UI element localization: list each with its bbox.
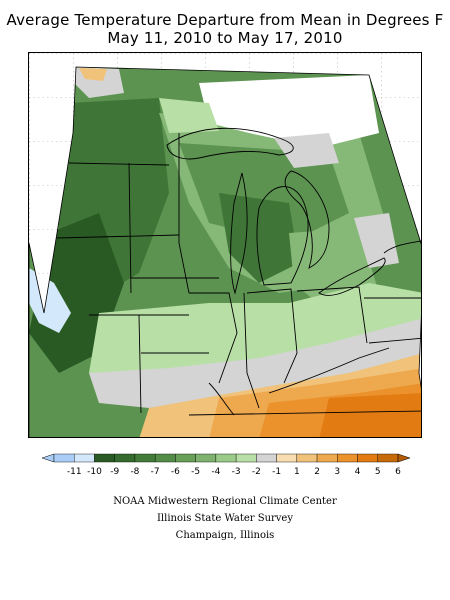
legend-swatch (74, 453, 95, 463)
legend-swatch (256, 453, 277, 463)
border-mn-west (128, 162, 132, 294)
legend-arrow-low (41, 453, 55, 463)
credit-line-2: Illinois State Water Survey (156, 513, 293, 524)
legend-tick-label: -2 (252, 467, 261, 477)
temperature-departure-map (29, 53, 421, 437)
border-ky-tn (188, 410, 421, 416)
gray-region-upper-lakes (274, 133, 339, 168)
legend-tick-label: 4 (355, 467, 361, 477)
border-in-oh (246, 288, 298, 384)
border-oh-pa (296, 286, 368, 344)
border-ky-north (268, 347, 390, 394)
legend-swatch (195, 453, 217, 463)
legend-tick-label: -9 (110, 467, 119, 477)
border-mn-wi (178, 133, 190, 294)
gray-region-east (354, 213, 399, 268)
lake-huron-outline (284, 170, 330, 269)
legend-swatch (114, 453, 136, 463)
pale-green-region-north (159, 98, 219, 133)
border-ks-mo (138, 314, 142, 414)
border-il-in (243, 292, 260, 409)
boundary-lines (56, 127, 421, 416)
map-frame (28, 52, 422, 438)
legend-swatch (154, 453, 176, 463)
legend-tick-label: -11 (67, 467, 82, 477)
border-sd-ne (56, 234, 180, 239)
legend-tick-label: -1 (272, 467, 281, 477)
credit-line-3: Champaign, Illinois (175, 530, 275, 541)
legend-swatch (53, 453, 75, 463)
chart-title-line-1: Average Temperature Departure from Mean … (6, 11, 444, 29)
legend-swatch (175, 453, 196, 463)
lake-superior-outline (166, 127, 294, 160)
mid-green-region-lakes (179, 143, 349, 243)
legend-tick-label: 5 (375, 467, 381, 477)
orange-patch-northwest (79, 68, 107, 81)
shaded-field (29, 67, 421, 437)
legend-swatch (377, 453, 399, 463)
legend-swatch (215, 453, 237, 463)
legend-tick-label: 6 (395, 467, 401, 477)
legend-tick-label: -4 (211, 467, 220, 477)
gray-near-normal-band (89, 318, 421, 408)
border-nd-sd (68, 162, 170, 166)
legend-tick-label: -10 (87, 467, 102, 477)
legend-swatch (276, 453, 298, 463)
michigan-outline (256, 186, 309, 286)
credit-line-1: NOAA Midwestern Regional Climate Center (113, 496, 337, 507)
legend-tick-label: -7 (151, 467, 160, 477)
lake-erie-outline (318, 257, 386, 296)
legend-tick-label: -8 (130, 467, 139, 477)
legend-tick-label: -5 (191, 467, 200, 477)
legend-tick-label: -3 (232, 467, 241, 477)
dark-green-region-central (219, 193, 299, 283)
legend-swatch (134, 453, 156, 463)
pale-green-transition-band (89, 283, 421, 383)
lake-ontario-outline (383, 240, 421, 254)
legend-swatch (94, 453, 115, 463)
legend-swatch (296, 453, 318, 463)
legend-swatch (235, 453, 257, 463)
legend-tick-label: 2 (314, 467, 320, 477)
legend-graphic: -11 -10 -9 -8 -7 -6 -5 -4 -3 -2 -1 1 2 3 4 5 6 (41, 453, 411, 477)
color-legend: -11 -10 -9 -8 -7 -6 -5 -4 -3 -2 -1 1 2 3 4 5 6 (40, 452, 412, 492)
lake-michigan-outline (230, 172, 248, 295)
border-mo-ky (208, 382, 235, 416)
legend-swatch (357, 453, 378, 463)
border-wv-va (368, 337, 421, 344)
legend-tick-label: 3 (334, 467, 340, 477)
legend-tick-label: -6 (171, 467, 180, 477)
legend-swatch (316, 453, 338, 463)
legend-tick-label: 1 (294, 467, 300, 477)
border-ia-il (189, 292, 238, 384)
chart-title-line-2: May 11, 2010 to May 17, 2010 (107, 29, 343, 47)
legend-arrow-high (397, 453, 411, 463)
deep-orange-region (319, 393, 421, 437)
legend-swatch (337, 453, 358, 463)
map-domain-outline (29, 66, 421, 437)
